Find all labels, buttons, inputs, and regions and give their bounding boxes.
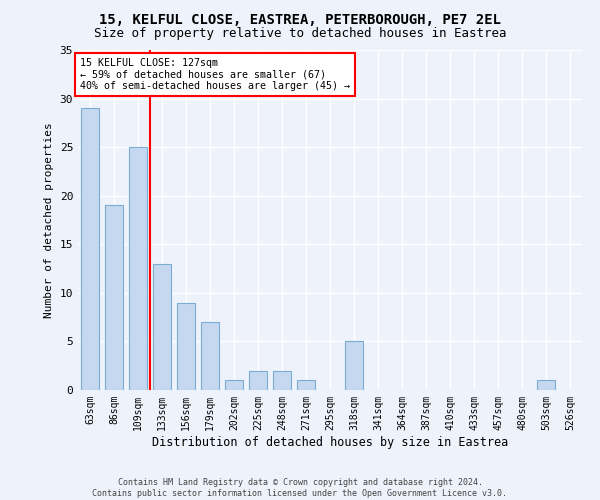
Bar	[81, 108, 99, 390]
Bar	[129, 147, 147, 390]
Text: Contains HM Land Registry data © Crown copyright and database right 2024.
Contai: Contains HM Land Registry data © Crown c…	[92, 478, 508, 498]
Bar	[105, 206, 123, 390]
Bar	[153, 264, 171, 390]
Bar	[345, 342, 363, 390]
Bar	[201, 322, 219, 390]
Bar	[249, 370, 267, 390]
Y-axis label: Number of detached properties: Number of detached properties	[44, 122, 54, 318]
Text: Size of property relative to detached houses in Eastrea: Size of property relative to detached ho…	[94, 28, 506, 40]
Text: 15, KELFUL CLOSE, EASTREA, PETERBOROUGH, PE7 2EL: 15, KELFUL CLOSE, EASTREA, PETERBOROUGH,…	[99, 12, 501, 26]
Bar	[273, 370, 291, 390]
Bar	[177, 302, 195, 390]
Bar	[225, 380, 243, 390]
Bar	[297, 380, 315, 390]
Bar	[537, 380, 555, 390]
Text: 15 KELFUL CLOSE: 127sqm
← 59% of detached houses are smaller (67)
40% of semi-de: 15 KELFUL CLOSE: 127sqm ← 59% of detache…	[80, 58, 350, 91]
X-axis label: Distribution of detached houses by size in Eastrea: Distribution of detached houses by size …	[152, 436, 508, 448]
